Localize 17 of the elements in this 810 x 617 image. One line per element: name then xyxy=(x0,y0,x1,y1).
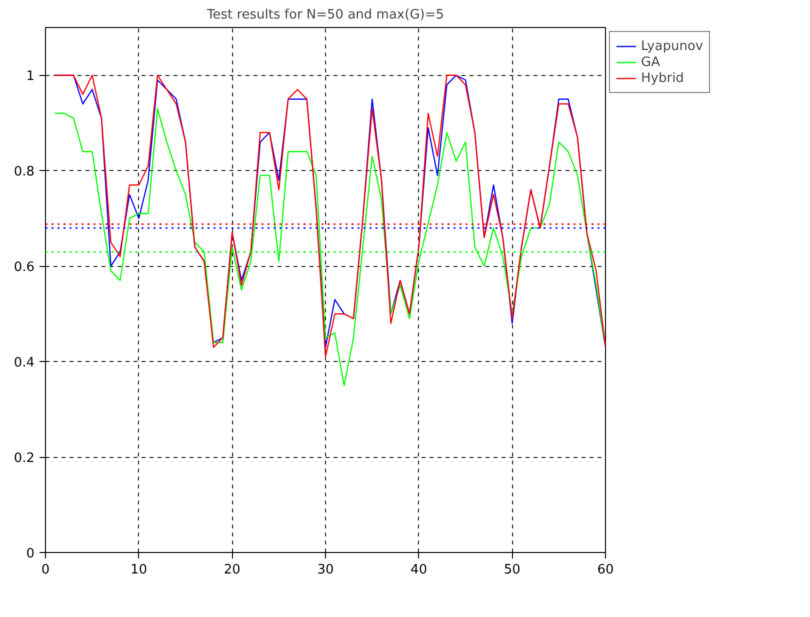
x-tick-label: 40 xyxy=(410,562,428,578)
x-tick-label: 60 xyxy=(597,562,614,578)
x-tick-label: 50 xyxy=(504,562,520,578)
chart-title: Test results for N=50 and max(G)=5 xyxy=(206,8,444,22)
x-tick-label: 30 xyxy=(317,562,334,578)
y-tick-label: 1 xyxy=(26,69,35,84)
legend-label: Hybrid xyxy=(641,70,684,86)
legend-label: Lyapunov xyxy=(641,38,704,54)
legend-label: GA xyxy=(641,54,661,70)
y-tick-label: 0 xyxy=(26,546,35,562)
x-tick-label: 0 xyxy=(41,562,50,578)
y-tick-label: 0.4 xyxy=(14,356,35,371)
y-tick-label: 0.6 xyxy=(14,260,35,276)
x-tick-label: 10 xyxy=(130,562,148,578)
x-tick-label: 20 xyxy=(224,562,240,578)
y-tick-label: 0.8 xyxy=(14,164,35,180)
y-tick-label: 0.2 xyxy=(14,451,35,466)
